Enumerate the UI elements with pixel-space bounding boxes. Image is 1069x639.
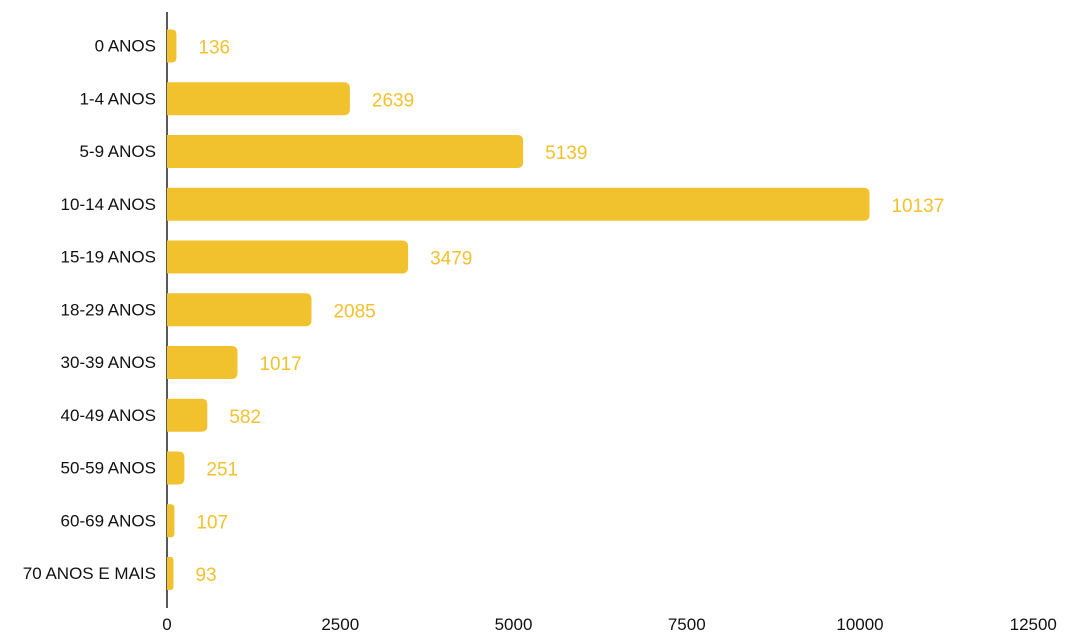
x-tick-label-12500: 12500	[1010, 615, 1057, 634]
x-tick-label-2500: 2500	[321, 615, 359, 634]
bar-5-9-anos	[167, 135, 524, 168]
value-labels: 136 2639 5139 10137 3479 2085 1017 582 251 107 93	[195, 38, 944, 587]
bar-18-29-anos	[167, 293, 312, 327]
value-label-30-39-anos: 1017	[259, 354, 301, 375]
category-label-0-anos: 0 ANOS	[95, 37, 156, 56]
value-label-70-anos-e-mais: 93	[195, 565, 216, 586]
bar-70-anos-e-mais	[167, 557, 174, 590]
category-labels: 0 ANOS 1-4 ANOS 5-9 ANOS 10-14 ANOS 15-19 AN…	[23, 37, 156, 584]
bar-15-19-anos	[167, 240, 409, 274]
value-label-1-4-anos: 2639	[372, 90, 414, 111]
bar-1-4-anos	[167, 82, 350, 116]
x-tick-labels: 0 2500 5000 7500 10000 12500	[162, 615, 1057, 634]
category-label-10-14-anos: 10-14 ANOS	[61, 195, 156, 214]
x-tick-label-0: 0	[162, 615, 171, 634]
bar-40-49-anos	[167, 398, 208, 432]
value-label-18-29-anos: 2085	[333, 301, 375, 322]
category-label-1-4-anos: 1-4 ANOS	[79, 89, 156, 108]
bar-50-59-anos	[167, 451, 185, 485]
value-label-0-anos: 136	[198, 38, 230, 59]
bar-10-14-anos	[167, 187, 870, 221]
value-label-60-69-anos: 107	[196, 512, 228, 533]
bar-30-39-anos	[167, 346, 238, 379]
value-label-40-49-anos: 582	[229, 407, 261, 428]
category-label-30-39-anos: 30-39 ANOS	[61, 353, 156, 372]
x-tick-label-7500: 7500	[668, 615, 706, 634]
bar-0-anos	[167, 29, 177, 63]
category-label-50-59-anos: 50-59 ANOS	[61, 459, 156, 478]
x-tick-label-10000: 10000	[836, 615, 883, 634]
category-label-15-19-anos: 15-19 ANOS	[61, 248, 156, 267]
category-label-60-69-anos: 60-69 ANOS	[61, 511, 156, 530]
value-label-15-19-anos: 3479	[430, 249, 472, 270]
category-label-18-29-anos: 18-29 ANOS	[61, 300, 156, 319]
category-label-40-49-anos: 40-49 ANOS	[61, 406, 156, 425]
value-label-50-59-anos: 251	[206, 460, 238, 481]
x-tick-label-5000: 5000	[495, 615, 533, 634]
value-label-10-14-anos: 10137	[891, 196, 944, 217]
bars	[167, 29, 870, 590]
category-label-70-anos-e-mais: 70 ANOS E MAIS	[23, 564, 156, 583]
value-label-5-9-anos: 5139	[545, 143, 587, 164]
bar-60-69-anos	[167, 504, 175, 538]
category-label-5-9-anos: 5-9 ANOS	[79, 142, 156, 161]
